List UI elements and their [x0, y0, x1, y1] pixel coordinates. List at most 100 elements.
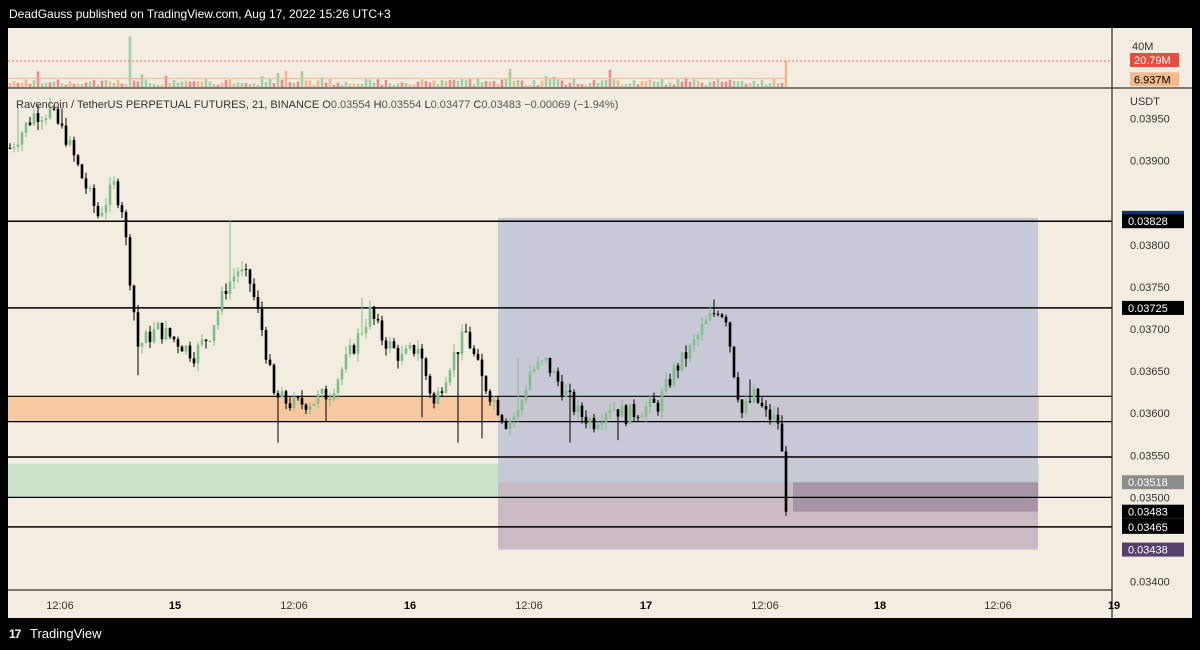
- candle-up[interactable]: [240, 268, 244, 272]
- tradingview-brand[interactable]: TradingView: [30, 626, 102, 641]
- candle-down[interactable]: [56, 109, 60, 124]
- candle-up[interactable]: [336, 379, 340, 394]
- candle-down[interactable]: [380, 320, 384, 341]
- price-badge-stop[interactable]: [1122, 542, 1184, 557]
- candle-up[interactable]: [744, 401, 748, 413]
- candle-up[interactable]: [408, 344, 412, 349]
- candle-up[interactable]: [460, 331, 464, 355]
- candle-down[interactable]: [256, 297, 260, 309]
- candle-down[interactable]: [736, 377, 740, 400]
- candle-up[interactable]: [416, 348, 420, 354]
- candle-down[interactable]: [124, 212, 128, 238]
- candle-down[interactable]: [652, 398, 656, 403]
- candle-down[interactable]: [324, 388, 328, 400]
- candle-down[interactable]: [172, 336, 176, 340]
- candle-up[interactable]: [588, 417, 592, 424]
- candle-up[interactable]: [332, 393, 336, 400]
- candle-down[interactable]: [300, 397, 304, 405]
- candle-up[interactable]: [564, 390, 568, 397]
- candle-up[interactable]: [604, 413, 608, 423]
- candle-down[interactable]: [572, 391, 576, 412]
- candle-down[interactable]: [132, 285, 136, 313]
- candle-down[interactable]: [756, 388, 760, 403]
- candle-down[interactable]: [668, 379, 672, 386]
- candle-up[interactable]: [388, 341, 392, 349]
- candle-down[interactable]: [264, 330, 268, 360]
- candle-down[interactable]: [456, 352, 460, 355]
- candle-up[interactable]: [452, 352, 456, 371]
- candle-down[interactable]: [468, 331, 472, 349]
- tradingview-logo-icon[interactable]: 17: [9, 627, 21, 641]
- symbol-legend[interactable]: Ravencoin / TetherUS PERPETUAL FUTURES, …: [16, 99, 618, 111]
- candle-up[interactable]: [196, 344, 200, 364]
- candle-down[interactable]: [624, 405, 628, 424]
- candle-up[interactable]: [312, 403, 316, 407]
- candle-up[interactable]: [680, 352, 684, 371]
- candle-down[interactable]: [764, 406, 768, 410]
- price-badge-line[interactable]: [1122, 300, 1184, 315]
- candle-down[interactable]: [480, 359, 484, 377]
- candle-up[interactable]: [772, 414, 776, 420]
- candle-down[interactable]: [472, 348, 476, 354]
- candle-down[interactable]: [584, 416, 588, 424]
- candle-down[interactable]: [304, 404, 308, 410]
- candle-down[interactable]: [776, 414, 780, 424]
- candle-up[interactable]: [512, 416, 516, 421]
- candle-up[interactable]: [520, 399, 524, 410]
- candle-up[interactable]: [232, 276, 236, 282]
- candle-down[interactable]: [428, 375, 432, 394]
- candle-down[interactable]: [260, 308, 264, 331]
- candle-up[interactable]: [508, 420, 512, 429]
- candle-up[interactable]: [152, 329, 156, 343]
- candle-down[interactable]: [784, 451, 788, 512]
- candle-up[interactable]: [280, 391, 284, 398]
- candle-down[interactable]: [176, 339, 180, 347]
- price-badge-last[interactable]: [1122, 504, 1184, 519]
- candle-down[interactable]: [224, 290, 228, 294]
- candle-up[interactable]: [68, 139, 72, 145]
- candle-down[interactable]: [268, 359, 272, 365]
- candle-up[interactable]: [708, 313, 712, 321]
- candle-up[interactable]: [648, 398, 652, 407]
- candle-up[interactable]: [612, 409, 616, 411]
- candle-up[interactable]: [400, 353, 404, 361]
- candle-up[interactable]: [228, 281, 232, 294]
- candle-down[interactable]: [720, 314, 724, 317]
- candle-down[interactable]: [396, 347, 400, 361]
- candle-up[interactable]: [628, 404, 632, 424]
- candle-down[interactable]: [128, 237, 132, 286]
- candle-down[interactable]: [488, 391, 492, 402]
- candle-down[interactable]: [72, 139, 76, 156]
- candle-up[interactable]: [704, 320, 708, 325]
- candle-up[interactable]: [532, 369, 536, 372]
- candle-down[interactable]: [252, 283, 256, 298]
- candle-down[interactable]: [92, 187, 96, 206]
- candle-down[interactable]: [116, 181, 120, 206]
- candle-down[interactable]: [504, 421, 508, 429]
- candle-down[interactable]: [780, 423, 784, 452]
- candle-down[interactable]: [500, 415, 504, 422]
- candle-up[interactable]: [444, 382, 448, 393]
- candle-down[interactable]: [476, 353, 480, 360]
- candle-up[interactable]: [536, 361, 540, 370]
- candle-down[interactable]: [372, 306, 376, 319]
- candle-down[interactable]: [52, 108, 56, 110]
- candle-down[interactable]: [748, 401, 752, 403]
- candle-down[interactable]: [244, 268, 248, 270]
- candle-up[interactable]: [360, 333, 364, 335]
- candle-up[interactable]: [700, 324, 704, 335]
- chart-canvas[interactable]: 40M 20.79M 6.937M USDT 0.03950 0.03900 0.03800…: [8, 28, 1192, 618]
- candle-up[interactable]: [184, 345, 188, 352]
- candle-down[interactable]: [728, 322, 732, 347]
- candle-up[interactable]: [752, 388, 756, 402]
- candle-up[interactable]: [292, 397, 296, 409]
- candle-up[interactable]: [44, 118, 48, 121]
- candle-up[interactable]: [140, 343, 144, 347]
- candle-up[interactable]: [692, 339, 696, 346]
- candle-down[interactable]: [392, 341, 396, 348]
- candle-down[interactable]: [560, 381, 564, 397]
- candle-up[interactable]: [436, 391, 440, 404]
- candle-up[interactable]: [104, 204, 108, 213]
- candle-down[interactable]: [580, 405, 584, 417]
- candle-down[interactable]: [148, 331, 152, 343]
